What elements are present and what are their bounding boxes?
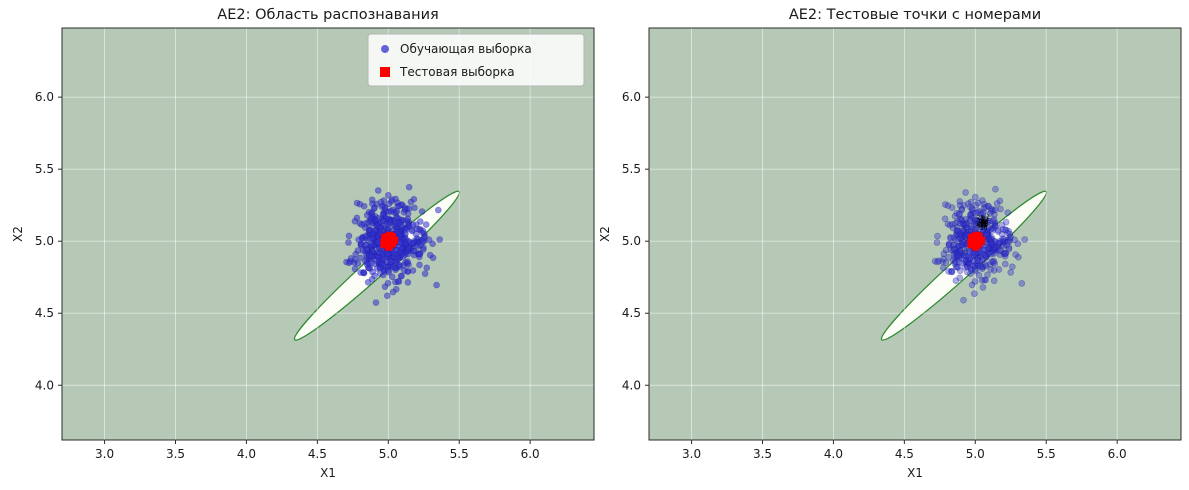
point-number: 12 bbox=[981, 219, 988, 225]
y-tick-label: 4.5 bbox=[622, 306, 641, 320]
point-number: 13 bbox=[976, 222, 983, 228]
tick-marks bbox=[58, 96, 531, 444]
y-tick-label: 5.5 bbox=[622, 162, 641, 176]
plot-area-background bbox=[649, 28, 1181, 440]
point-number: 1 bbox=[984, 223, 988, 229]
y-tick-label: 5.0 bbox=[622, 234, 641, 248]
legend-box bbox=[367, 33, 585, 87]
point-number: 18 bbox=[982, 219, 989, 225]
x-tick-label: 5.5 bbox=[1037, 447, 1056, 461]
point-number: 6 bbox=[982, 221, 986, 227]
point-number: 11 bbox=[980, 222, 987, 228]
x-tick-label: 4.5 bbox=[308, 447, 327, 461]
point-number: 5 bbox=[982, 222, 986, 228]
legend-marker-circle bbox=[381, 45, 389, 53]
point-number: 20 bbox=[980, 226, 987, 232]
y-tick-label: 4.0 bbox=[622, 378, 641, 392]
legend-marker-square bbox=[380, 67, 390, 77]
legend: Обучающая выборка Тестовая выборка bbox=[367, 33, 585, 87]
x-axis-label: X1 bbox=[320, 466, 336, 480]
point-number: 23 bbox=[977, 215, 984, 221]
y-axis-label: X2 bbox=[598, 226, 612, 242]
x-tick-label: 5.0 bbox=[966, 447, 985, 461]
point-number: 22 bbox=[979, 219, 986, 225]
point-number: 16 bbox=[982, 219, 989, 225]
x-tick-label: 5.5 bbox=[450, 447, 469, 461]
plot-title: AE2: Область распознавания bbox=[217, 7, 438, 23]
plot-title: AE2: Тестовые точки с номерами bbox=[789, 7, 1041, 23]
point-number: 14 bbox=[980, 223, 987, 229]
test-scatter bbox=[967, 231, 986, 251]
x-tick-label: 4.0 bbox=[824, 447, 843, 461]
point-number: 9 bbox=[982, 223, 986, 229]
point-number: 15 bbox=[980, 223, 987, 229]
plot-area-background bbox=[62, 28, 594, 440]
y-tick-label: 5.0 bbox=[35, 234, 54, 248]
x-tick-label: 3.0 bbox=[682, 447, 701, 461]
axes-spines bbox=[61, 27, 595, 441]
y-axis-label: X2 bbox=[11, 226, 25, 242]
x-tick-label: 3.5 bbox=[753, 447, 772, 461]
y-tick-label: 6.0 bbox=[622, 90, 641, 104]
x-tick-label: 3.0 bbox=[95, 447, 114, 461]
point-number: 4 bbox=[981, 220, 985, 226]
point-number: 10 bbox=[981, 223, 988, 229]
point-number: 3 bbox=[980, 218, 984, 224]
axes-spines bbox=[648, 27, 1182, 441]
point-number: 24 bbox=[979, 219, 986, 225]
legend-label: Обучающая выборка bbox=[400, 42, 532, 56]
x-tick-label: 6.0 bbox=[521, 447, 540, 461]
point-number: 21 bbox=[982, 216, 989, 222]
point-number: 19 bbox=[978, 219, 985, 225]
point-number: 8 bbox=[977, 223, 981, 229]
point-number: 17 bbox=[977, 223, 984, 229]
point-number: 2 bbox=[986, 215, 990, 221]
tick-marks bbox=[645, 96, 1118, 444]
y-tick-label: 5.5 bbox=[35, 162, 54, 176]
point-number: 7 bbox=[981, 217, 985, 223]
x-tick-label: 6.0 bbox=[1108, 447, 1127, 461]
y-tick-label: 4.5 bbox=[35, 306, 54, 320]
y-tick-label: 6.0 bbox=[35, 90, 54, 104]
x-axis-label: X1 bbox=[907, 466, 923, 480]
x-tick-label: 4.5 bbox=[895, 447, 914, 461]
test-scatter bbox=[380, 231, 399, 251]
legend-label: Тестовая выборка bbox=[399, 65, 515, 79]
grid bbox=[62, 28, 594, 440]
x-tick-label: 3.5 bbox=[166, 447, 185, 461]
x-tick-label: 5.0 bbox=[379, 447, 398, 461]
y-tick-label: 4.0 bbox=[35, 378, 54, 392]
x-tick-label: 4.0 bbox=[237, 447, 256, 461]
grid bbox=[649, 28, 1181, 440]
point-number: 25 bbox=[981, 222, 988, 228]
left-chart: 3.0 3.5 4.0 4.5 5.0 5.5 6.0 4.0 4.5 5.0 5.5 6.0 X1 X2… bbox=[11, 7, 595, 480]
training-scatter bbox=[343, 183, 444, 306]
